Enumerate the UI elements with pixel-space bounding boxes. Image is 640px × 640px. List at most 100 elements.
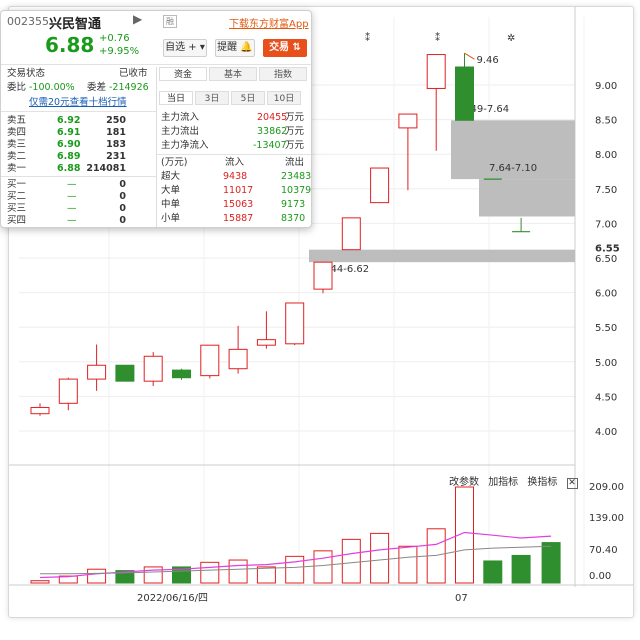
price-tick-label: 7.50 [595, 185, 617, 196]
volume-bar [285, 555, 305, 584]
alert-button[interactable]: 提醒 🔔 [215, 39, 255, 57]
flow-row: 中单 15063 9173 [161, 199, 311, 210]
ask-price: 6.88 [57, 163, 81, 174]
ask-price: 6.92 [57, 115, 81, 126]
flow-header-in: 流入 [225, 157, 245, 168]
main-outflow-label: 主力流出 [161, 126, 200, 137]
watchlist-button[interactable]: 自选 + ▾ [163, 39, 207, 57]
stock-name: 兴民智通 [49, 17, 102, 32]
event-marker-icon: ✲ [507, 33, 515, 44]
volume-bar [30, 580, 50, 584]
x-axis-date-label: 2022/06/16/四 [137, 593, 208, 604]
trade-button[interactable]: 交易 ⇅ [263, 39, 307, 57]
ask-label: 卖五 [7, 115, 27, 126]
flow-in: 9438 [223, 171, 248, 182]
price-tick-label: 9.00 [595, 81, 617, 92]
ask-row: 卖五 6.92 250 [1, 115, 156, 126]
last-price-label: 6.55 [595, 244, 620, 255]
flow-label: 超大 [161, 171, 181, 182]
add-indicator-button[interactable]: 加指标 [488, 477, 519, 488]
bid-row: 买四 — 0 [1, 215, 156, 226]
play-icon[interactable]: ▶ [133, 12, 143, 26]
download-app-link[interactable]: 下载东方财富App [229, 19, 309, 30]
event-marker-icon: ⁑ [365, 31, 370, 44]
candle-body [313, 261, 333, 290]
bid-label: 买四 [7, 215, 27, 226]
price-change-pct: +9.95% [99, 46, 140, 57]
bid-volume: 0 [119, 179, 126, 190]
volume-bar [370, 532, 390, 584]
ask-volume: 181 [106, 127, 126, 138]
bid-volume: 0 [119, 227, 126, 228]
bid-price: — [67, 191, 77, 202]
flow-in: 15887 [223, 213, 254, 224]
panel-tab[interactable]: 指数 [259, 67, 307, 81]
volume-tick-label: 139.00 [589, 513, 624, 524]
close-indicator-icon[interactable]: ✕ [566, 478, 578, 489]
gap-zone [451, 120, 575, 180]
kline-chart[interactable]: 9.00 8.50 8.00 7.50 7.00 6.50 6.00 5.50 5.00 4.50… [9, 7, 634, 618]
bid-row: 买一 — 0 [1, 179, 156, 190]
candle-body [228, 348, 248, 370]
flow-row: 大单 11017 10379 [161, 185, 311, 196]
ask-volume: 214081 [86, 163, 126, 174]
bid-price: — [67, 215, 77, 226]
main-outflow-unit: 万元 [285, 126, 305, 137]
edit-params-button[interactable]: 改参数 [449, 477, 479, 488]
stock-code: 002355 [7, 15, 49, 28]
candle-body [341, 217, 361, 251]
volume-bar [541, 542, 561, 584]
ask-row: 卖三 6.90 183 [1, 139, 156, 150]
flow-out: 8370 [281, 213, 306, 224]
main-inflow-label: 主力流入 [161, 112, 200, 123]
volume-bar [455, 486, 474, 584]
volume-tick-label: 70.40 [589, 545, 618, 556]
volume-bar [87, 568, 107, 584]
bid-volume: 0 [119, 191, 126, 202]
flow-in: 11017 [223, 185, 254, 196]
volume-bar [115, 570, 135, 584]
flow-row: 超大 9438 23483 [161, 171, 311, 182]
flow-in: 15063 [223, 199, 254, 210]
candle-body [455, 66, 474, 121]
level2-link[interactable]: 仅需20元查看十档行情 [29, 97, 127, 108]
gap-zone [479, 179, 575, 217]
bid-label: 买二 [7, 191, 27, 202]
period-tab[interactable]: 3日 [195, 91, 229, 105]
event-marker-icon: ⁑ [435, 31, 440, 44]
candle-body [256, 339, 276, 346]
period-tab[interactable]: 10日 [267, 91, 301, 105]
swap-icon: ⇅ [292, 42, 301, 53]
period-tab[interactable]: 当日 [159, 91, 193, 105]
bid-row: 买二 — 0 [1, 191, 156, 202]
switch-indicator-button[interactable]: 换指标 [527, 477, 558, 488]
bell-icon: 🔔 [240, 42, 253, 53]
volume-bar [256, 566, 276, 584]
bid-volume: 0 [119, 203, 126, 214]
volume-bar [341, 538, 361, 584]
quote-panel: 002355 兴民智通 ▶ 融 下载东方财富App 6.88 +0.76 +9.… [0, 10, 312, 228]
margin-badge: 融 [163, 15, 177, 28]
plus-icon: + ▾ [188, 42, 205, 53]
bid-price: — [67, 227, 77, 228]
gap-zone [309, 249, 575, 263]
ask-label: 卖三 [7, 139, 27, 150]
candle-body [426, 54, 446, 89]
panel-tab[interactable]: 基本 [209, 67, 257, 81]
alert-label: 提醒 [217, 42, 238, 53]
bid-volume: 0 [119, 215, 126, 226]
current-price: 6.88 [45, 33, 95, 57]
diff-value: -214926 [109, 82, 149, 93]
ask-volume: 231 [106, 151, 126, 162]
panel-tab[interactable]: 资金 [159, 67, 207, 81]
ask-price: 6.91 [57, 127, 81, 138]
candle-body [87, 364, 107, 380]
period-tab[interactable]: 5日 [231, 91, 265, 105]
flow-row: 小单 15887 8370 [161, 213, 311, 224]
candle-body [370, 167, 390, 204]
price-tick-label: 7.00 [595, 219, 617, 230]
price-tick-label: 4.50 [595, 392, 617, 403]
flow-out: 10379 [281, 185, 312, 196]
flow-out: 9173 [281, 199, 306, 210]
bid-label: 买三 [7, 203, 27, 214]
